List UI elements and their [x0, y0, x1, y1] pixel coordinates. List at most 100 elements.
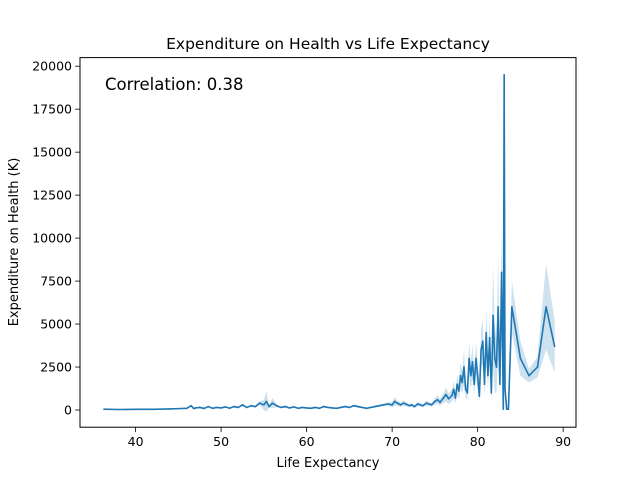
data-point — [382, 404, 385, 406]
data-point — [481, 340, 484, 343]
data-point — [271, 402, 274, 404]
data-point — [198, 406, 201, 409]
data-point — [490, 392, 493, 394]
data-point — [503, 73, 505, 76]
data-point — [117, 408, 120, 411]
data-point — [233, 405, 235, 408]
data-point — [352, 404, 355, 407]
data-point — [468, 357, 470, 360]
data-point — [425, 402, 428, 404]
data-point — [505, 408, 508, 410]
y-axis-label: Expenditure on Health (K) — [7, 158, 22, 327]
data-point — [456, 383, 458, 386]
data-point — [442, 397, 445, 399]
data-point — [301, 406, 304, 409]
data-point — [250, 404, 252, 407]
y-tick-label: 2500 — [40, 360, 72, 375]
y-tick-label: 0 — [64, 403, 72, 418]
data-point — [245, 406, 248, 409]
plot-area — [103, 71, 556, 412]
data-point — [536, 366, 539, 368]
y-tick-label: 5000 — [40, 317, 72, 332]
data-point — [428, 403, 430, 405]
data-point — [454, 397, 457, 399]
data-point — [280, 406, 282, 409]
data-point — [216, 406, 218, 409]
data-point — [492, 314, 494, 317]
data-point — [305, 407, 308, 409]
data-point — [422, 404, 424, 407]
data-point — [485, 331, 488, 334]
data-point — [458, 390, 460, 392]
data-point — [396, 402, 399, 404]
data-point — [405, 403, 407, 405]
data-point — [284, 405, 287, 408]
data-point — [310, 407, 312, 410]
data-point — [402, 402, 405, 404]
data-point — [466, 392, 469, 394]
data-point — [258, 402, 261, 404]
data-point — [411, 404, 413, 406]
axes-frame — [79, 57, 577, 428]
y-tick-label: 10000 — [32, 231, 72, 246]
data-point — [488, 337, 491, 339]
data-point — [500, 271, 503, 274]
y-tick-label: 12500 — [32, 188, 72, 203]
data-point — [483, 383, 486, 386]
series-line — [103, 73, 556, 411]
data-point — [391, 404, 393, 406]
y-tick-label: 15000 — [32, 145, 72, 160]
y-axis: 0 2500 5000 7500 10000 12500 15000 17500 20000 — [32, 59, 80, 418]
data-point — [241, 404, 244, 406]
data-point — [487, 374, 489, 377]
data-point — [340, 406, 342, 409]
data-point — [322, 405, 325, 408]
data-point — [265, 400, 268, 403]
data-point — [436, 398, 439, 401]
data-point — [478, 395, 481, 398]
data-point — [430, 404, 433, 406]
y-tick-label: 17500 — [32, 102, 72, 117]
x-tick-label: 90 — [555, 434, 571, 449]
data-point — [493, 357, 496, 360]
data-point — [399, 404, 402, 406]
data-point — [545, 306, 547, 308]
data-point — [473, 383, 476, 386]
y-tick-label: 7500 — [40, 274, 72, 289]
x-tick-label: 60 — [299, 434, 315, 449]
data-point — [192, 407, 195, 410]
data-point — [502, 408, 505, 410]
data-point — [194, 407, 197, 409]
x-tick-label: 50 — [213, 434, 229, 449]
data-point — [318, 407, 321, 410]
data-point — [168, 408, 171, 410]
data-point — [471, 361, 474, 363]
x-axis: 40 50 60 70 80 90 — [128, 427, 571, 449]
data-point — [292, 406, 295, 408]
x-axis-label: Life Expectancy — [276, 456, 379, 471]
data-point — [190, 404, 192, 407]
data-point — [470, 374, 472, 377]
data-point — [288, 407, 291, 409]
data-point — [186, 407, 188, 410]
data-point — [374, 405, 376, 408]
data-point — [519, 357, 522, 360]
data-point — [211, 407, 214, 410]
x-tick-label: 70 — [384, 434, 400, 449]
data-point — [464, 388, 467, 391]
data-point — [220, 407, 222, 409]
data-point — [203, 407, 205, 410]
data-point — [207, 405, 210, 408]
chart-title: Expenditure on Health vs Life Expectancy — [166, 35, 490, 53]
data-point — [495, 366, 498, 368]
data-point — [224, 406, 227, 408]
data-point — [151, 408, 154, 411]
data-point — [511, 306, 513, 308]
data-point — [393, 400, 396, 403]
data-point — [134, 408, 137, 411]
data-point — [275, 404, 278, 407]
data-point — [528, 374, 530, 377]
data-point — [419, 404, 422, 406]
